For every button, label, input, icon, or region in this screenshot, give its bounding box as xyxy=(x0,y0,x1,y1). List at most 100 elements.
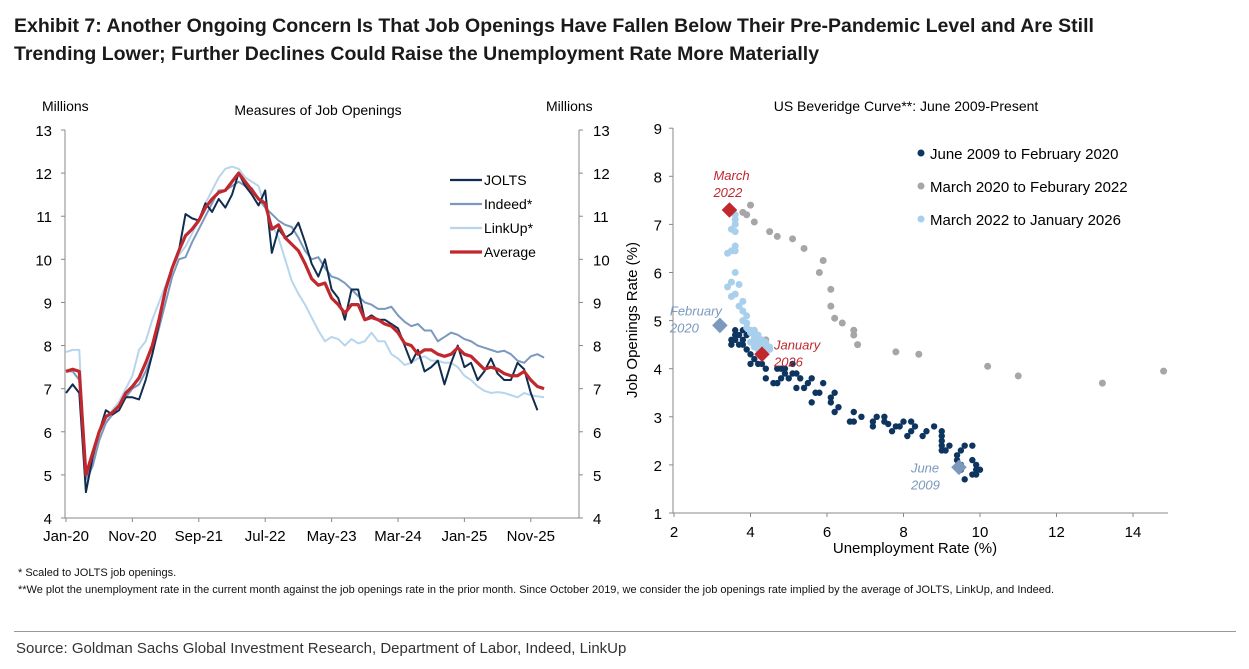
scatter-point xyxy=(724,283,732,291)
scatter-point xyxy=(907,418,915,425)
line-chart-title: Measures of Job Openings xyxy=(234,102,401,118)
scatter-point xyxy=(777,375,785,382)
y-tick-label-left: 7 xyxy=(44,382,52,399)
annotation-label: June xyxy=(910,460,939,475)
scatter-point xyxy=(731,269,739,276)
scatter-point xyxy=(881,418,888,425)
scatter-point xyxy=(850,408,857,416)
annotation-diamond xyxy=(721,202,738,218)
scatter-point xyxy=(892,348,900,356)
scatter-legend-label: June 2009 to February 2020 xyxy=(930,146,1118,163)
scatter-x-tick-label: 2 xyxy=(670,524,678,541)
annotation-diamond xyxy=(712,317,728,334)
scatter-point xyxy=(789,235,797,243)
scatter-point xyxy=(743,312,751,320)
scatter-point xyxy=(766,343,774,351)
y-tick-label-right: 8 xyxy=(593,339,601,356)
scatter-point xyxy=(800,384,808,392)
scatter-point xyxy=(827,394,835,401)
scatter-y-tick-label: 6 xyxy=(654,266,662,283)
scatter-point xyxy=(735,341,743,348)
x-tick-label: Mar-24 xyxy=(374,528,422,545)
annotation-label: January xyxy=(773,337,822,352)
scatter-point xyxy=(750,343,758,351)
y-tick-label-left: 6 xyxy=(44,425,52,442)
scatter-x-tick-label: 8 xyxy=(899,524,907,541)
series-line-linkup xyxy=(65,165,545,485)
scatter-point xyxy=(732,327,739,334)
scatter-point xyxy=(850,326,858,334)
x-tick-label: Nov-25 xyxy=(507,528,555,545)
scatter-x-tick-label: 12 xyxy=(1048,524,1065,541)
scatter-legend-label: March 2022 to January 2026 xyxy=(930,212,1121,229)
scatter-point xyxy=(762,338,770,346)
scatter-point xyxy=(812,389,819,396)
scatter-point xyxy=(727,278,735,286)
y-tick-label-left: 4 xyxy=(44,511,52,528)
y-tick-label-left: 12 xyxy=(35,166,52,183)
scatter-point xyxy=(854,341,862,349)
scatter-point xyxy=(800,244,808,252)
annotation-label: 2026 xyxy=(773,354,804,369)
scatter-point xyxy=(827,285,835,293)
scatter-point xyxy=(846,418,854,425)
source-note: Source: Goldman Sachs Global Investment … xyxy=(16,640,627,657)
scatter-point xyxy=(743,346,750,353)
scatter-point xyxy=(953,452,961,459)
scatter-point xyxy=(827,399,835,406)
title-line-1: Exhibit 7: Another Ongoing Concern Is Th… xyxy=(14,15,1094,37)
scatter-point xyxy=(754,360,762,368)
scatter-y-tick-label: 8 xyxy=(654,169,662,186)
scatter-point xyxy=(835,403,842,411)
scatter-point xyxy=(766,228,774,236)
series-line-jolts xyxy=(65,172,539,494)
scatter-point xyxy=(969,442,976,449)
x-tick-label: Nov-20 xyxy=(108,528,156,545)
scatter-y-tick-label: 4 xyxy=(654,362,662,379)
scatter-point xyxy=(754,338,762,346)
scatter-point xyxy=(900,418,907,425)
scatter-point xyxy=(907,428,915,435)
y-tick-label-right: 7 xyxy=(593,382,601,399)
scatter-point xyxy=(850,331,858,339)
annotation-label: 2020 xyxy=(669,320,700,335)
x-tick-label: Jan-20 xyxy=(43,528,89,545)
y-tick-label-left: 8 xyxy=(44,339,52,356)
footnote-1: * Scaled to JOLTS job openings. xyxy=(18,567,177,579)
right-axis-unit: Millions xyxy=(546,98,593,114)
scatter-point xyxy=(815,269,823,276)
series-line-average xyxy=(65,171,545,477)
scatter-point xyxy=(773,232,781,240)
scatter-point xyxy=(743,324,751,332)
scatter-point xyxy=(942,447,949,454)
y-tick-label-left: 5 xyxy=(44,468,52,485)
scatter-point xyxy=(827,302,835,310)
scatter-point xyxy=(819,379,827,387)
legend-label: Indeed* xyxy=(484,196,533,212)
y-tick-label-left: 11 xyxy=(36,209,52,226)
scatter-x-label: Unemployment Rate (%) xyxy=(833,540,997,557)
scatter-x-tick-label: 4 xyxy=(746,524,754,541)
scatter-legend-marker xyxy=(917,182,925,190)
annotation-label: 2009 xyxy=(910,477,940,492)
scatter-point xyxy=(750,333,758,341)
scatter-point xyxy=(731,242,739,250)
annotation-label: February xyxy=(670,303,724,318)
scatter-point xyxy=(739,307,747,315)
scatter-point xyxy=(781,370,789,377)
scatter-point xyxy=(869,423,877,430)
y-tick-label-right: 12 xyxy=(593,166,610,183)
scatter-point xyxy=(743,319,751,327)
y-tick-label-right: 13 xyxy=(593,123,610,140)
title-line-2: Trending Lower; Further Declines Could R… xyxy=(14,43,820,65)
scatter-point xyxy=(724,249,732,257)
scatter-point xyxy=(777,365,785,372)
footnote-2: **We plot the unemployment rate in the c… xyxy=(18,584,1055,596)
y-tick-label-right: 5 xyxy=(593,468,601,485)
scatter-x-tick-label: 6 xyxy=(823,524,831,541)
scatter-y-tick-label: 9 xyxy=(654,121,662,138)
scatter-point xyxy=(831,314,839,322)
series-line-indeed xyxy=(66,180,545,481)
scatter-point xyxy=(762,365,769,372)
